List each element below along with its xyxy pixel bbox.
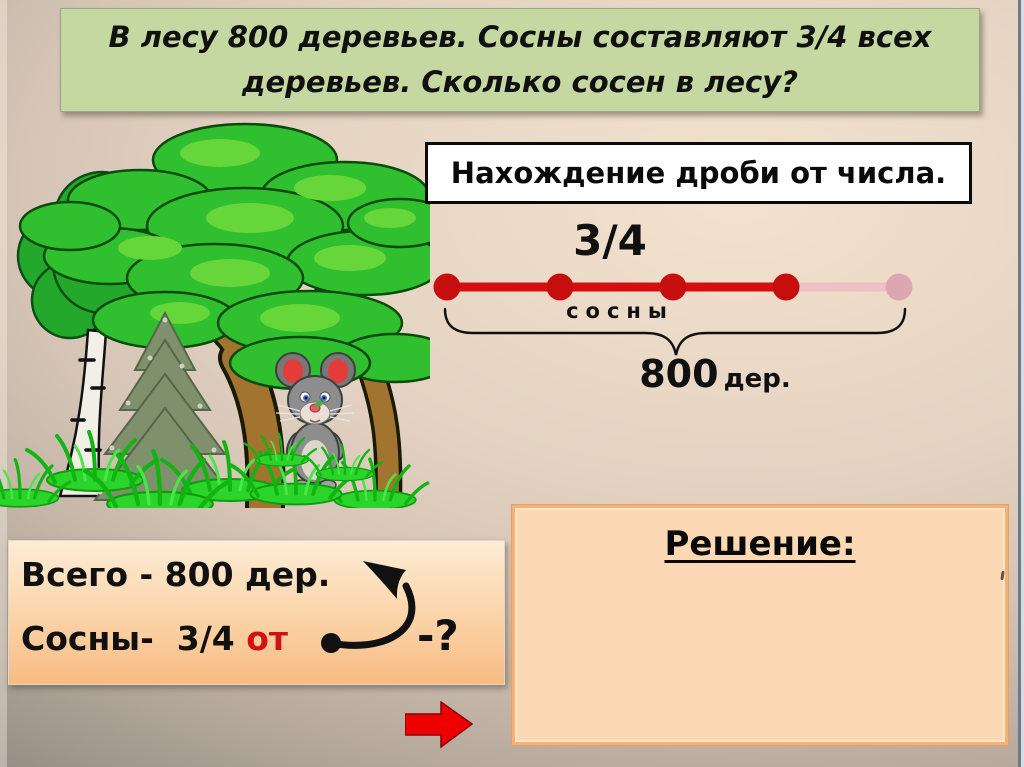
method-heading-box: Нахождение дроби от числа. xyxy=(425,142,972,204)
segment-line-diagram xyxy=(433,273,913,301)
problem-statement-text: В лесу 800 деревьев. Сосны составляют 3/… xyxy=(108,20,932,99)
segment-dot xyxy=(772,273,800,301)
method-heading-text: Нахождение дроби от числа. xyxy=(450,156,947,190)
given-part-line: Сосны- 3/4 от xyxy=(21,619,288,658)
solution-heading: Решение: xyxy=(664,524,856,564)
segment-dot xyxy=(546,273,574,301)
given-part-fraction: 3/4 xyxy=(176,619,235,658)
segment-dot xyxy=(659,273,687,301)
given-part-label: Сосны- xyxy=(21,619,154,658)
problem-statement-box: В лесу 800 деревьев. Сосны составляют 3/… xyxy=(60,8,980,112)
segment-dot-remainder xyxy=(885,273,913,301)
total-trees-label: 800 дер. xyxy=(600,352,830,396)
segment-dot xyxy=(433,273,461,301)
slide-edge-left xyxy=(0,0,7,767)
total-unit: дер. xyxy=(723,364,791,394)
pines-segment-label: сосны xyxy=(566,299,674,323)
given-total-line: Всего - 800 дер. xyxy=(21,555,331,594)
slide-edge-right-highlight xyxy=(1021,0,1024,767)
forest-illustration xyxy=(0,122,430,508)
question-mark: -? xyxy=(417,611,459,660)
hook-arrow xyxy=(321,561,416,653)
slide-edge-right xyxy=(1018,0,1021,767)
given-part-preposition: от xyxy=(246,619,289,658)
given-data-box: Всего - 800 дер. Сосны- 3/4 от -? xyxy=(8,540,505,685)
total-brace xyxy=(443,307,907,356)
fraction-label: 3/4 xyxy=(573,216,647,265)
solution-box: Решение: xyxy=(512,505,1008,745)
next-arrow-button[interactable] xyxy=(405,701,475,751)
total-value: 800 xyxy=(639,352,719,396)
